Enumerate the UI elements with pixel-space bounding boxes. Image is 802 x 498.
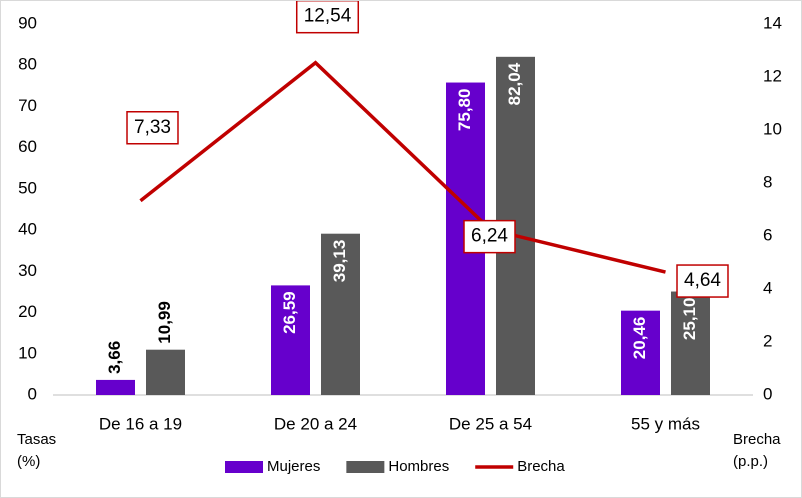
line-value-label: 7,33 bbox=[134, 117, 171, 138]
line-value-label: 12,54 bbox=[304, 6, 352, 27]
y-tick-label: 0 bbox=[28, 384, 37, 403]
y-tick-label: 10 bbox=[18, 343, 37, 362]
label-box bbox=[676, 264, 729, 298]
y-tick-label: 70 bbox=[18, 96, 37, 115]
y-tick-label: 40 bbox=[18, 220, 37, 239]
y-tick-label: 90 bbox=[18, 13, 37, 32]
y2-tick-label: 0 bbox=[763, 384, 772, 403]
bar-value-label: 75,80 bbox=[455, 89, 474, 132]
bar bbox=[321, 233, 360, 395]
legend-label: Hombres bbox=[388, 458, 449, 475]
x-tick-label: De 16 a 19 bbox=[99, 414, 182, 433]
y-tick-label: 80 bbox=[18, 55, 37, 74]
x-tick-label: De 25 a 54 bbox=[449, 414, 532, 433]
bar-value-label: 10,99 bbox=[155, 301, 174, 344]
y2-tick-label: 12 bbox=[763, 66, 782, 85]
bar bbox=[271, 285, 310, 395]
bar-value-label: 82,04 bbox=[505, 62, 524, 105]
y-axis-label: Tasas (%) bbox=[17, 431, 57, 470]
bar-value-label: 39,13 bbox=[330, 240, 349, 283]
y2-tick-label: 6 bbox=[763, 225, 772, 244]
bar-value-label: 3,66 bbox=[105, 341, 124, 374]
x-tick-label: 55 y más bbox=[631, 414, 700, 433]
y2-tick-label: 10 bbox=[763, 119, 782, 138]
line-series bbox=[139, 60, 666, 274]
bar bbox=[671, 291, 710, 395]
y2-axis-label: Brecha (p.p.) bbox=[733, 431, 781, 470]
y-tick-label: 50 bbox=[18, 178, 37, 197]
bar bbox=[146, 349, 185, 395]
legend-label: Mujeres bbox=[267, 458, 320, 475]
line-value-label: 6,24 bbox=[471, 226, 508, 247]
line-value-label: 4,64 bbox=[684, 270, 721, 291]
bar-value-label: 25,10 bbox=[680, 298, 699, 341]
bar-value-label: 20,46 bbox=[630, 317, 649, 360]
y2-tick-label: 14 bbox=[763, 13, 782, 32]
bar bbox=[96, 379, 135, 395]
legend-swatch bbox=[346, 461, 385, 473]
label-box bbox=[126, 111, 179, 145]
y2-tick-label: 8 bbox=[763, 172, 772, 191]
label-box bbox=[295, 1, 360, 34]
y2-tick-label: 2 bbox=[763, 331, 772, 350]
bar-value-label: 26,59 bbox=[280, 291, 299, 334]
legend-swatch bbox=[225, 461, 263, 473]
y-tick-label: 30 bbox=[18, 261, 37, 280]
x-tick-label: De 20 a 24 bbox=[274, 414, 357, 433]
legend-label: Brecha bbox=[517, 458, 565, 475]
label-box bbox=[463, 219, 516, 254]
bar bbox=[621, 310, 660, 395]
y-tick-label: 20 bbox=[18, 302, 37, 321]
y-tick-label: 60 bbox=[18, 137, 37, 156]
y2-tick-label: 4 bbox=[763, 278, 772, 297]
